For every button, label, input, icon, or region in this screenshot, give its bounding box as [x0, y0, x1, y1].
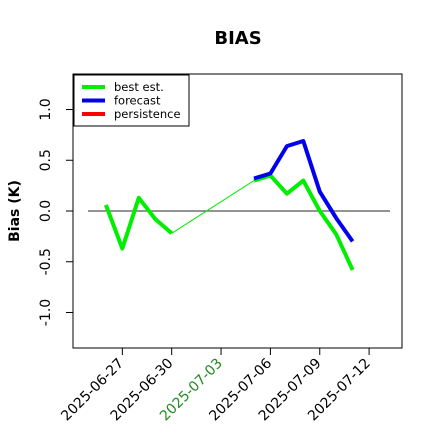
chart-title: BIAS — [214, 28, 261, 49]
y-tick-label: 0.0 — [38, 200, 54, 222]
series-line-best-est — [171, 180, 255, 234]
y-tick-label: 0.5 — [38, 149, 54, 171]
axis-ticks: -1.0-0.50.00.51.02025-06-272025-06-30202… — [38, 98, 374, 424]
legend-label: best est. — [114, 80, 164, 94]
series-line-forecast — [253, 139, 355, 243]
y-tick-label: -1.0 — [38, 299, 54, 326]
legend-label: forecast — [114, 94, 161, 108]
y-tick-label: -0.5 — [38, 248, 54, 275]
y-axis-label: Bias (K) — [7, 180, 23, 242]
y-tick-label: 1.0 — [38, 98, 54, 120]
series-line-best-est — [104, 195, 174, 251]
data-series — [104, 139, 355, 271]
legend-label: persistence — [114, 107, 181, 121]
